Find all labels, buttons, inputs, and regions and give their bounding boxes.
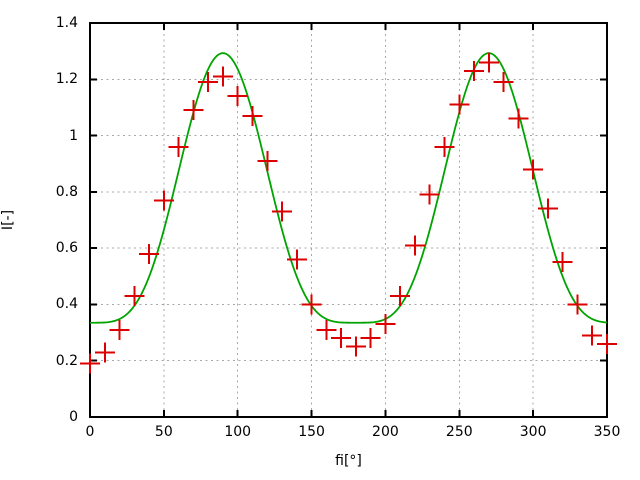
y-tick-label: 0.2 xyxy=(55,352,78,369)
x-tick-label: 0 xyxy=(85,424,95,440)
plot-border xyxy=(89,22,608,418)
y-axis-title: I[-] xyxy=(0,209,16,231)
x-tick-label: 350 xyxy=(593,424,621,440)
x-tick-label: 100 xyxy=(224,424,252,440)
x-tick-label: 200 xyxy=(372,424,399,440)
y-tick-label: 1.4 xyxy=(55,15,78,31)
x-axis-title: fi[°] xyxy=(335,453,362,469)
y-tick-label: 1.2 xyxy=(55,71,78,88)
y-tick-label: 0.6 xyxy=(55,240,78,257)
x-tick-label: 300 xyxy=(519,424,547,440)
x-tick-label: 50 xyxy=(154,424,173,440)
y-tick-label: 0 xyxy=(69,409,78,425)
fit-curve xyxy=(90,52,608,324)
y-tick-label: 0.4 xyxy=(55,296,78,313)
y-tick-label: 1 xyxy=(69,127,78,144)
x-tick-label: 150 xyxy=(298,424,325,440)
x-tick-label: 250 xyxy=(445,424,473,440)
y-tick-label: 0.8 xyxy=(55,183,78,200)
